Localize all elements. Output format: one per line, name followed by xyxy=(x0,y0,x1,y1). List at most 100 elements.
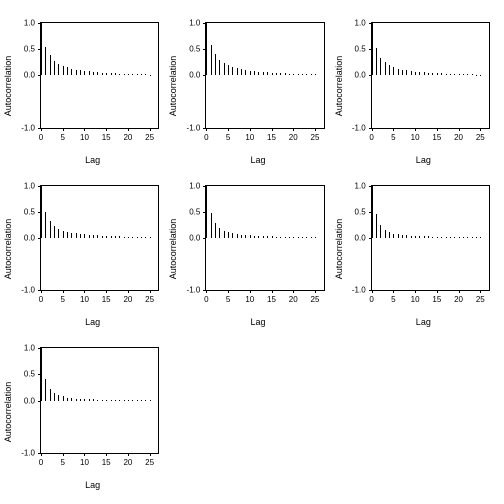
acf-bar xyxy=(254,71,255,75)
acf-bar xyxy=(424,236,425,238)
acf-bar xyxy=(398,234,399,238)
acf-bar xyxy=(145,74,146,75)
acf-bar xyxy=(54,61,55,76)
y-tick-label: 0.0 xyxy=(24,396,41,405)
acf-bar xyxy=(480,75,481,76)
acf-panel: AutocorrelationLag-1.00.00.51.0051015202… xyxy=(4,171,169,334)
acf-bar xyxy=(432,237,433,238)
acf-bar xyxy=(450,74,451,76)
acf-bar xyxy=(380,58,381,76)
acf-bar xyxy=(480,237,481,238)
x-tick-label: 15 xyxy=(102,453,111,467)
acf-bar xyxy=(145,237,146,238)
x-tick-label: 5 xyxy=(391,290,395,304)
x-tick-label: 20 xyxy=(123,453,132,467)
x-tick-label: 25 xyxy=(476,290,485,304)
acf-bar xyxy=(467,237,468,238)
acf-bar xyxy=(232,67,233,75)
y-tick-label: 0.0 xyxy=(355,71,372,80)
acf-bar xyxy=(58,64,59,76)
acf-bar xyxy=(245,70,246,75)
y-tick-label: 0.0 xyxy=(189,233,206,242)
acf-bar xyxy=(250,71,251,76)
x-axis-label: Lag xyxy=(416,155,431,165)
y-tick-label: 1.0 xyxy=(24,344,41,353)
acf-bar xyxy=(311,74,312,75)
acf-bar xyxy=(398,69,399,76)
acf-bar xyxy=(128,400,129,401)
acf-bar xyxy=(254,236,255,238)
x-axis-label: Lag xyxy=(85,317,100,327)
acf-bar xyxy=(293,237,294,238)
y-tick-label: 0.5 xyxy=(189,207,206,216)
acf-bar xyxy=(419,72,420,75)
y-tick-label: 0.5 xyxy=(24,207,41,216)
acf-bar xyxy=(141,400,142,401)
acf-bar xyxy=(389,232,390,238)
acf-panel: AutocorrelationLag-1.00.00.51.0051015202… xyxy=(4,8,169,171)
acf-bar xyxy=(315,237,316,238)
y-tick-label: 0.0 xyxy=(24,71,41,80)
acf-bar xyxy=(137,400,138,401)
x-tick-label: 25 xyxy=(476,128,485,142)
acf-bar xyxy=(67,67,68,75)
x-tick-label: 20 xyxy=(123,290,132,304)
acf-bar xyxy=(76,70,77,76)
acf-bar xyxy=(41,23,42,75)
acf-bar xyxy=(50,55,51,75)
acf-bar xyxy=(289,237,290,238)
acf-bar xyxy=(424,72,425,75)
acf-bar xyxy=(411,236,412,238)
x-tick-label: 15 xyxy=(267,128,276,142)
acf-bar xyxy=(372,23,373,75)
acf-bar xyxy=(263,72,264,75)
x-tick-label: 0 xyxy=(204,290,208,304)
acf-bar xyxy=(285,73,286,75)
x-axis-label: Lag xyxy=(416,317,431,327)
acf-bar xyxy=(389,65,390,75)
acf-bar xyxy=(441,237,442,238)
acf-bar xyxy=(450,237,451,238)
acf-bar xyxy=(137,74,138,75)
acf-bar xyxy=(428,236,429,238)
acf-bar xyxy=(228,65,229,75)
x-tick-label: 10 xyxy=(80,128,89,142)
acf-bar xyxy=(124,74,125,76)
acf-bar xyxy=(224,63,225,76)
x-tick-label: 25 xyxy=(145,290,154,304)
acf-bar xyxy=(41,348,42,400)
acf-bar xyxy=(241,69,242,75)
acf-bar xyxy=(150,237,151,238)
x-tick-label: 0 xyxy=(39,290,43,304)
acf-bar xyxy=(437,73,438,75)
acf-bar xyxy=(93,235,94,238)
acf-bar xyxy=(150,75,151,76)
acf-bar xyxy=(385,230,386,238)
acf-bar xyxy=(441,73,442,75)
acf-bar xyxy=(306,237,307,238)
y-axis-label: Autocorrelation xyxy=(3,381,13,442)
acf-bar xyxy=(402,70,403,76)
x-tick-label: 10 xyxy=(80,453,89,467)
x-tick-label: 20 xyxy=(289,128,298,142)
acf-bar xyxy=(219,228,220,238)
acf-bar xyxy=(63,66,64,75)
x-tick-label: 20 xyxy=(454,290,463,304)
acf-bar xyxy=(71,398,72,401)
acf-bar xyxy=(54,393,55,400)
acf-bar xyxy=(432,73,433,76)
x-tick-label: 0 xyxy=(369,290,373,304)
acf-bar xyxy=(76,399,77,401)
acf-bar xyxy=(58,395,59,400)
y-axis-label: Autocorrelation xyxy=(334,219,344,280)
acf-bar xyxy=(58,229,59,238)
acf-bar xyxy=(89,71,90,75)
acf-bar xyxy=(84,71,85,76)
acf-bar xyxy=(71,233,72,238)
plot-area: -1.00.00.51.00510152025 xyxy=(40,347,159,454)
acf-bar xyxy=(128,74,129,76)
plot-area: -1.00.00.51.00510152025 xyxy=(205,185,324,292)
acf-bar xyxy=(63,396,64,400)
y-tick-label: 1.0 xyxy=(24,19,41,28)
acf-bar xyxy=(45,47,46,76)
